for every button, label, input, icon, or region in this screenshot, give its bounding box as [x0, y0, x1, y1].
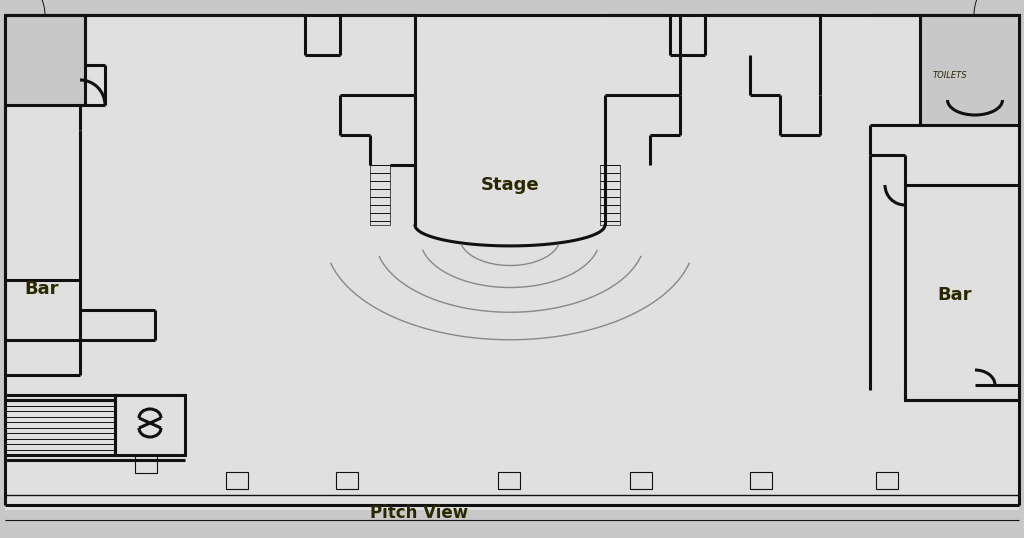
Bar [370, 165, 390, 225]
Text: Pitch View: Pitch View [370, 504, 468, 522]
Bar [5, 15, 85, 105]
Bar [630, 472, 652, 489]
Bar [750, 472, 772, 489]
Bar [498, 472, 520, 489]
Bar [336, 472, 358, 489]
Bar [115, 395, 185, 455]
Bar [905, 185, 1019, 400]
Bar [135, 455, 157, 473]
Bar [920, 15, 1019, 125]
Bar [226, 472, 248, 489]
Text: TOILETS: TOILETS [933, 70, 968, 80]
Text: Bar: Bar [25, 280, 59, 298]
Bar [5, 400, 115, 455]
Bar [600, 165, 620, 225]
Bar [876, 472, 898, 489]
Text: Stage: Stage [480, 176, 540, 194]
Text: Bar: Bar [938, 286, 972, 304]
